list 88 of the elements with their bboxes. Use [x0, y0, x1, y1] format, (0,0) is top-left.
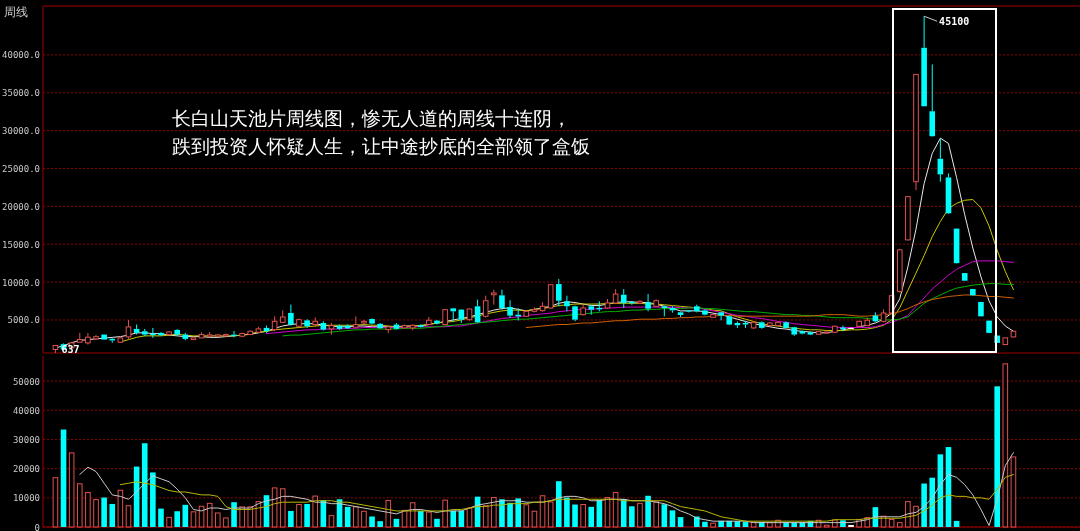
bar [174, 511, 180, 527]
bar [109, 503, 116, 527]
y-tick-label: 30000.0 [2, 126, 40, 137]
bar [361, 510, 367, 528]
y-tick-label: 40000 [12, 405, 40, 416]
bar [669, 510, 676, 527]
bar [896, 522, 903, 528]
y-tick-label: 10000 [12, 493, 40, 504]
bar [1010, 456, 1017, 528]
text: 周线 [4, 5, 28, 19]
bar [76, 483, 83, 528]
bar [223, 517, 229, 528]
bar [547, 501, 554, 528]
bar [377, 521, 383, 527]
bar [125, 505, 132, 528]
bar [564, 497, 570, 527]
bar [580, 504, 586, 528]
bar [68, 452, 75, 528]
bar [888, 518, 895, 528]
bar [304, 503, 310, 527]
bar [507, 502, 513, 527]
line-series [79, 452, 1014, 527]
bar [198, 505, 205, 528]
y-tick-label: 50000 [12, 376, 40, 387]
y-tick-label: 0 [34, 522, 40, 531]
bar [369, 516, 375, 527]
bar [653, 501, 659, 528]
bar [572, 504, 578, 527]
bar [190, 511, 197, 528]
bar [848, 524, 854, 527]
line-series [282, 283, 1014, 337]
bar [215, 512, 221, 528]
bar [328, 515, 335, 528]
bar [385, 499, 392, 528]
bar [150, 472, 156, 527]
bar [231, 502, 237, 527]
bar [426, 511, 432, 528]
bar [85, 492, 91, 528]
bar [637, 502, 643, 528]
bar [101, 497, 107, 527]
bar [434, 518, 440, 527]
bar [312, 495, 319, 528]
bar [442, 499, 448, 528]
bar [141, 443, 148, 527]
bar [531, 510, 538, 528]
bar [417, 510, 424, 527]
y-tick-label: 20000 [12, 464, 40, 475]
bar [288, 510, 294, 527]
bar [645, 495, 651, 527]
bar [994, 386, 1000, 527]
bar [921, 483, 927, 527]
bar [629, 506, 635, 527]
y-tick-label: 25000.0 [2, 163, 40, 174]
y-tick-label: 20000.0 [2, 201, 40, 212]
bar [620, 498, 627, 527]
bar [588, 506, 595, 527]
y-tick-label: 30000 [12, 434, 40, 445]
bar [450, 510, 457, 527]
bar [767, 522, 773, 528]
bar [271, 487, 278, 528]
bar [52, 477, 59, 528]
bar [93, 499, 99, 528]
bar [555, 481, 562, 527]
bar [491, 497, 497, 528]
bar [166, 516, 172, 528]
bar [702, 521, 708, 527]
bar [1002, 363, 1009, 528]
bar [279, 488, 286, 528]
bar [206, 502, 213, 528]
bar [929, 477, 936, 527]
bar [353, 506, 359, 528]
annotation: 637 [61, 343, 80, 355]
annotation: 45100 [939, 16, 970, 28]
y-tick-label: 5000.0 [7, 315, 40, 326]
bar [612, 492, 619, 528]
y-tick-label: 40000.0 [2, 50, 40, 61]
y-tick-label: 10000.0 [2, 277, 40, 288]
bar [158, 508, 164, 527]
line-series [119, 473, 1014, 522]
bar [523, 504, 530, 528]
bar [482, 505, 489, 528]
bar [296, 504, 302, 528]
y-tick-label: 35000.0 [2, 88, 40, 99]
text: 长白山天池片周线图，惨无人道的周线十连阴，跌到投资人怀疑人生，让中途抄底的全部领了盒饭 [172, 107, 590, 157]
bar [515, 498, 521, 527]
bar [710, 522, 716, 528]
bar [117, 489, 124, 528]
y-tick-label: 15000.0 [2, 239, 40, 250]
